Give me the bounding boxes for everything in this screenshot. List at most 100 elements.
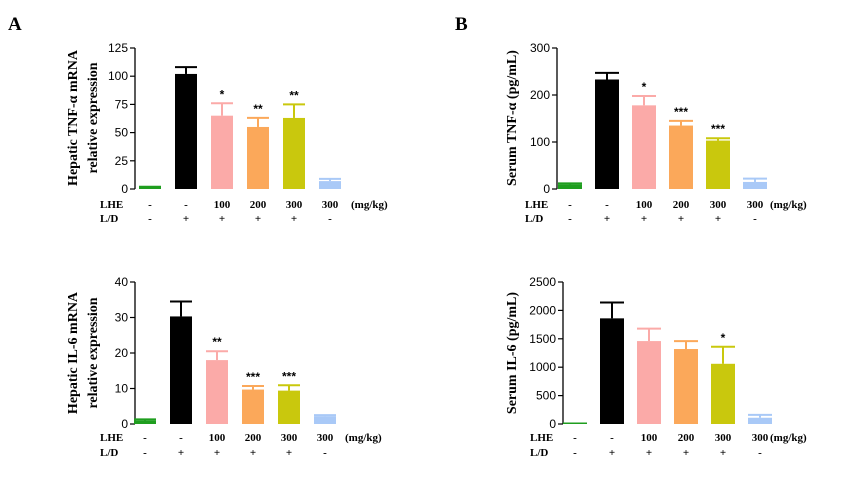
lhe-dose-label: 200 <box>245 432 262 444</box>
chart-2: 0 100 200 300 Serum TNF-α (pg/mL) - - - + * 100 + **… <box>505 41 807 225</box>
bar <box>637 341 661 424</box>
significance-mark: * <box>642 80 647 94</box>
lhe-dose-label: 300 <box>715 432 732 444</box>
lhe-dose-label: 100 <box>209 432 226 444</box>
bar <box>278 390 300 424</box>
ld-label: + <box>250 447 256 459</box>
lhe-dose-label: 200 <box>250 199 267 211</box>
bar <box>600 318 624 424</box>
ld-label: + <box>183 213 189 225</box>
bar <box>170 316 192 424</box>
y-tick-label: 1500 <box>529 332 556 346</box>
significance-mark: ** <box>289 88 299 102</box>
y-tick-label: 1000 <box>529 360 556 374</box>
ld-label: - <box>328 213 332 225</box>
ld-label: + <box>291 213 297 225</box>
bar <box>632 105 656 189</box>
y-tick-label: 0 <box>121 417 128 431</box>
y-axis-title: Serum IL-6 (pg/mL) <box>505 292 520 414</box>
y-tick-label: 125 <box>108 41 128 55</box>
lhe-dose-label: - <box>184 199 188 211</box>
y-axis-title: Hepatic IL-6 mRNA <box>66 291 81 414</box>
row-label-lhe: LHE <box>100 199 123 211</box>
lhe-dose-label: - <box>610 432 614 444</box>
bar <box>595 79 619 189</box>
y-tick-label: 200 <box>530 88 550 102</box>
lhe-dose-label: 300 <box>752 432 769 444</box>
y-axis-title: relative expression <box>86 62 101 173</box>
y-tick-label: 2500 <box>529 275 556 289</box>
bar <box>247 126 269 189</box>
y-tick-label: 0 <box>121 182 128 196</box>
lhe-dose-label: 300 <box>710 199 727 211</box>
lhe-dose-label: - <box>143 432 147 444</box>
bar <box>134 420 156 424</box>
ld-label: + <box>219 213 225 225</box>
ld-label: + <box>609 447 615 459</box>
lhe-dose-label: 100 <box>636 199 653 211</box>
ld-label: + <box>641 213 647 225</box>
significance-mark: * <box>220 87 225 101</box>
ld-label: - <box>148 213 152 225</box>
lhe-dose-label: 300 <box>317 432 334 444</box>
ld-label: + <box>683 447 689 459</box>
row-label-lhe: LHE <box>525 199 548 211</box>
bar <box>711 363 735 424</box>
ld-label: + <box>604 213 610 225</box>
bar <box>175 73 197 189</box>
y-tick-label: 100 <box>108 69 128 83</box>
row-label-ld: L/D <box>100 213 118 225</box>
y-tick-label: 500 <box>536 389 556 403</box>
significance-mark: *** <box>711 122 725 136</box>
ld-label: - <box>758 447 762 459</box>
row-label-ld: L/D <box>100 447 118 459</box>
lhe-dose-label: 200 <box>678 432 695 444</box>
ld-label: + <box>715 213 721 225</box>
significance-mark: * <box>721 331 726 345</box>
lhe-dose-label: 200 <box>673 199 690 211</box>
ld-label: + <box>255 213 261 225</box>
chart-4: 0 500 1000 1500 2000 2500 Serum IL-6 (pg/mL) - -… <box>505 275 807 459</box>
unit-label: (mg/kg) <box>770 199 807 211</box>
y-tick-label: 10 <box>115 382 129 396</box>
lhe-dose-label: 300 <box>322 199 339 211</box>
y-axis-title: relative expression <box>86 297 101 408</box>
lhe-dose-label: 300 <box>286 199 303 211</box>
ld-label: - <box>753 213 757 225</box>
ld-label: + <box>286 447 292 459</box>
lhe-dose-label: 300 <box>747 199 764 211</box>
lhe-dose-label: - <box>605 199 609 211</box>
lhe-dose-label: - <box>573 432 577 444</box>
ld-label: + <box>678 213 684 225</box>
panel-label-a: A <box>8 14 22 35</box>
row-label-ld: L/D <box>530 447 548 459</box>
y-tick-label: 75 <box>115 97 129 111</box>
ld-label: - <box>573 447 577 459</box>
y-tick-label: 100 <box>530 135 550 149</box>
lhe-dose-label: 100 <box>214 199 231 211</box>
y-tick-label: 50 <box>115 126 129 140</box>
bar <box>139 187 161 189</box>
y-axis-title: Serum TNF-α (pg/mL) <box>505 50 520 186</box>
significance-mark: *** <box>674 105 688 119</box>
bar <box>283 117 305 189</box>
ld-label: + <box>720 447 726 459</box>
y-tick-label: 40 <box>115 275 129 289</box>
y-tick-label: 0 <box>543 182 550 196</box>
bar <box>319 181 341 189</box>
lhe-dose-label: - <box>179 432 183 444</box>
unit-label: (mg/kg) <box>345 432 382 444</box>
lhe-dose-label: 100 <box>641 432 658 444</box>
significance-mark: ** <box>253 102 263 116</box>
significance-mark: *** <box>282 369 296 383</box>
bar <box>706 140 730 189</box>
bar <box>563 422 587 424</box>
bar <box>211 115 233 189</box>
ld-label: + <box>214 447 220 459</box>
bar <box>669 125 693 189</box>
bar <box>558 184 582 189</box>
row-label-ld: L/D <box>525 213 543 225</box>
lhe-dose-label: - <box>568 199 572 211</box>
